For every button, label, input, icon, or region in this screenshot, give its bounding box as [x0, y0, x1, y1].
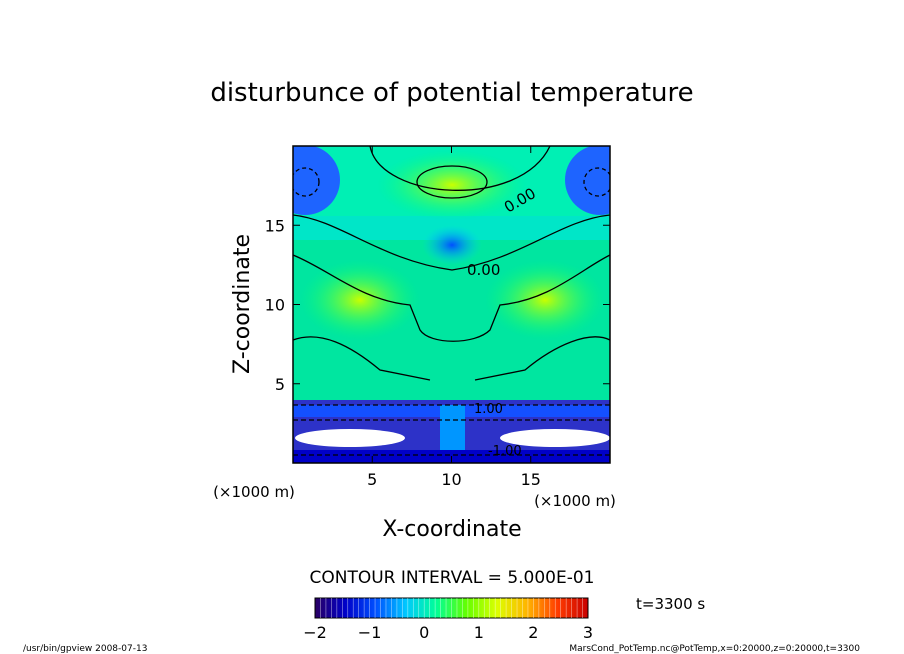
colorbar-stripes: [320, 598, 583, 618]
colorbar-tick-label: −2: [303, 623, 327, 642]
warm-cell-top: [377, 150, 527, 220]
footer-left: /usr/bin/gpview 2008-07-13: [23, 644, 147, 654]
footer-right: MarsCond_PotTemp.nc@PotTemp,x=0:20000,z=…: [569, 644, 860, 654]
x-tick-label: 5: [367, 470, 377, 489]
x-axis-ticks: 5 10 15: [367, 146, 541, 489]
contour-interval: CONTOUR INTERVAL = 5.000E-01: [310, 568, 595, 588]
x-axis-label: X-coordinate: [382, 517, 521, 542]
contour-label-4: -1.00: [488, 444, 522, 459]
y-axis-label: Z-coordinate: [230, 234, 255, 374]
x-tick-label: 15: [521, 470, 541, 489]
very-cold-right: [500, 429, 610, 447]
heatmap-field: 0.00 0.00 1.00 -1.00: [293, 146, 610, 463]
colorbar-tick-label: 1: [474, 623, 484, 642]
time-label: t=3300 s: [636, 595, 705, 613]
y-tick-label: 15: [265, 216, 285, 235]
contour-corner-right: [583, 167, 610, 197]
cold-corner-right: [565, 146, 610, 215]
y-tick-label: 10: [265, 296, 285, 315]
chart-title: disturbunce of potential temperature: [210, 78, 693, 108]
very-cold-left: [295, 429, 405, 447]
y-axis-ticks: 5 10 15: [265, 216, 610, 394]
contour-warm-top: [416, 165, 488, 199]
contour-label-2: 0.00: [467, 261, 500, 279]
contour-upper: [369, 146, 551, 191]
cold-cell-center: [422, 225, 482, 265]
x-axis-unit-left: (×1000 m): [213, 483, 295, 501]
contour-lower: [293, 336, 610, 381]
colorbar-tick-label: 3: [583, 623, 593, 642]
colorbar-tick-label: −1: [358, 623, 382, 642]
y-tick-label: 5: [275, 375, 285, 394]
cold-corner-left: [293, 146, 340, 215]
warm-left: [300, 260, 420, 340]
contour-corner-left: [293, 167, 320, 197]
colorbar-ticks: −2 −1 0 1 2 3: [303, 623, 593, 642]
colorbar-tick-label: 2: [528, 623, 538, 642]
contour-label-3: 1.00: [474, 402, 503, 417]
contour-mid: [293, 214, 610, 271]
x-axis-unit-right: (×1000 m): [534, 492, 616, 510]
colorbar-tick-label: 0: [419, 623, 429, 642]
x-tick-label: 10: [441, 470, 461, 489]
contour-lines: [293, 146, 610, 456]
warm-right: [485, 260, 605, 340]
contour-plume: [293, 254, 610, 342]
